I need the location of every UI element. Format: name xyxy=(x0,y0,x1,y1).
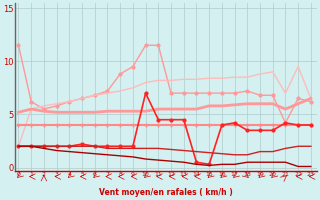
X-axis label: Vent moyen/en rafales ( km/h ): Vent moyen/en rafales ( km/h ) xyxy=(99,188,233,197)
